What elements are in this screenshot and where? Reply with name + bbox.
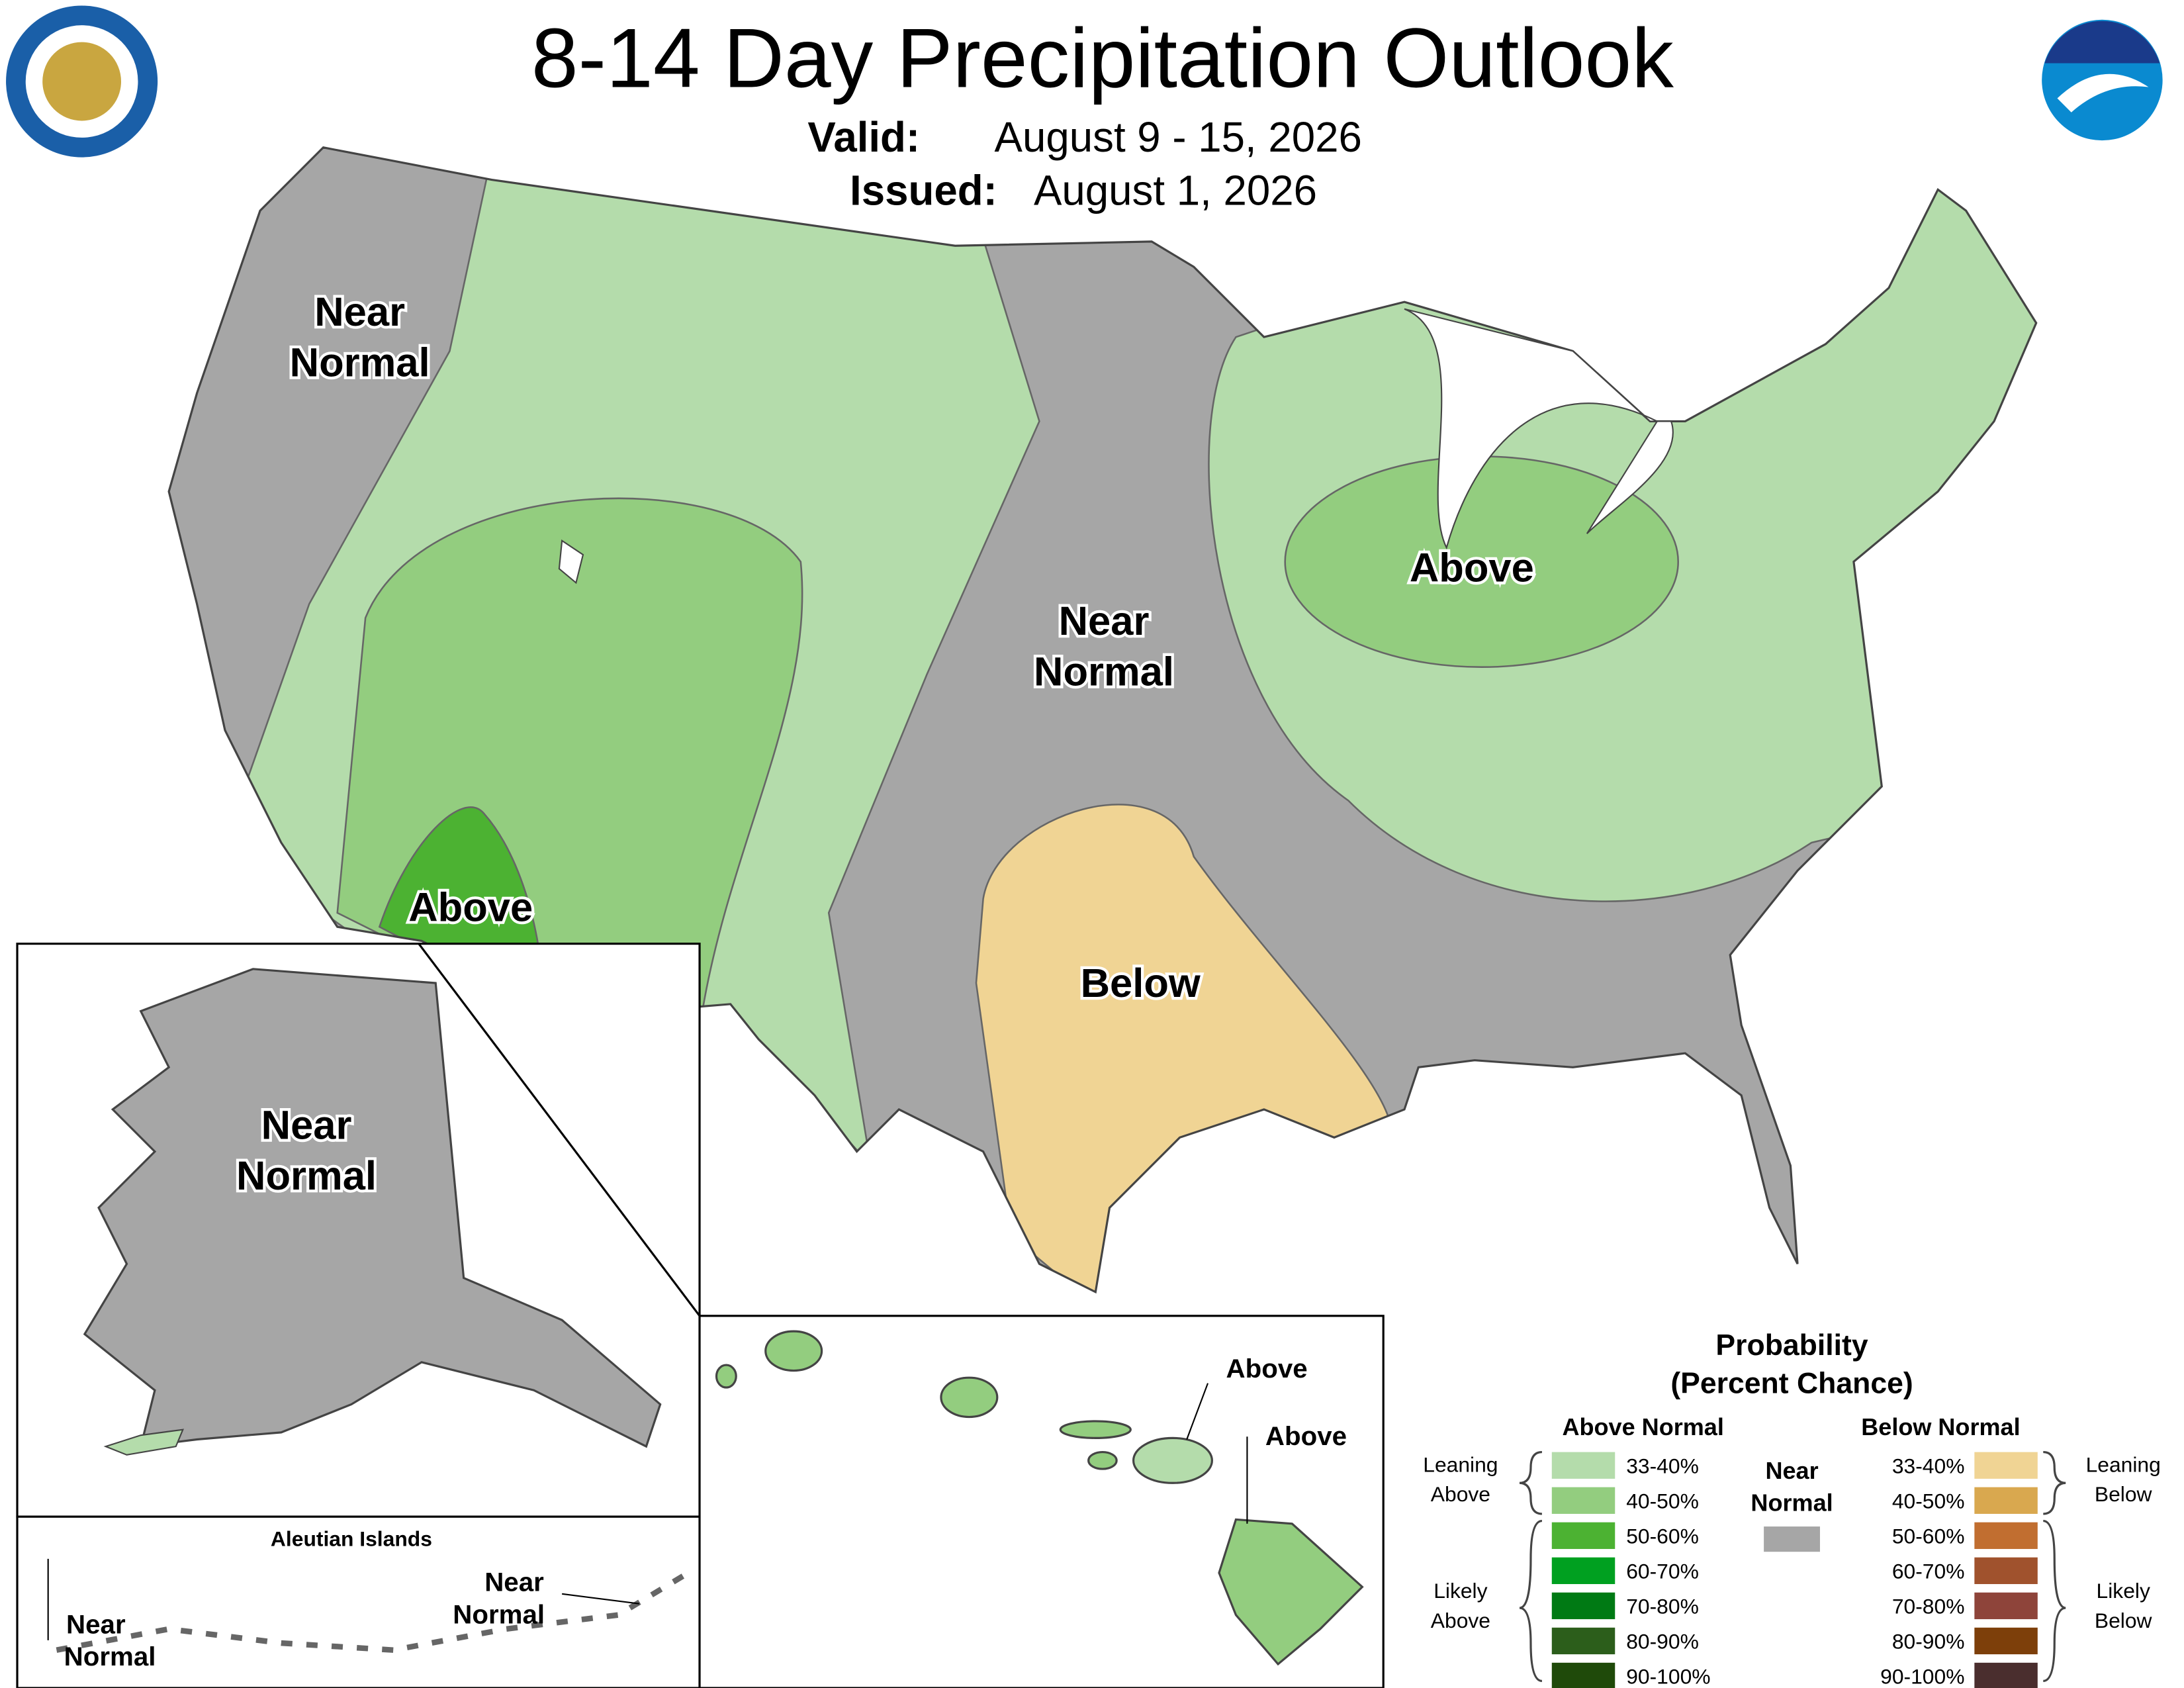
legend-label: 90-100%	[1626, 1665, 1710, 1688]
region-label: Near Normal	[64, 1609, 156, 1671]
legend-label: 80-90%	[1892, 1630, 1965, 1654]
conus-map	[167, 146, 2038, 1293]
legend-swatch	[1974, 1522, 2038, 1549]
alaska-land	[83, 968, 662, 1448]
legend-label: 70-80%	[1892, 1595, 1965, 1618]
legend-swatch	[1551, 1557, 1615, 1585]
legend-label: 33-40%	[1892, 1454, 1965, 1477]
legend-swatch	[1974, 1627, 2038, 1655]
legend-swatch	[1974, 1452, 2038, 1479]
region-label: Above	[1226, 1354, 1308, 1383]
bracket-label: Leaning Above	[1423, 1452, 1498, 1506]
valid-date: August 9 - 15, 2026	[995, 114, 1362, 161]
alaska-above-area	[103, 1429, 185, 1456]
region-label: Above	[1410, 545, 1534, 590]
legend-label: 33-40%	[1626, 1454, 1699, 1477]
legend-label: 60-70%	[1892, 1560, 1965, 1583]
legend-swatch	[1551, 1662, 1615, 1688]
legend-label: 40-50%	[1892, 1489, 1965, 1513]
region-label: Above	[408, 885, 533, 931]
bracket-label: Likely Above	[1431, 1579, 1490, 1632]
hawaii-islands	[715, 1330, 1364, 1666]
bracket-label: Leaning Below	[2086, 1452, 2161, 1506]
legend-swatch	[1974, 1662, 2038, 1688]
legend-swatch	[1974, 1592, 2038, 1620]
legend: Probability (Percent Chance) Above Norma…	[1423, 1329, 2161, 1688]
issued-label: Issued:	[850, 167, 997, 214]
legend-label: 40-50%	[1626, 1489, 1699, 1513]
legend-title: Probability	[1715, 1329, 1868, 1362]
region-label: Near Normal	[290, 289, 430, 385]
region-label: Near Normal	[1034, 598, 1174, 694]
legend-swatch	[1551, 1627, 1615, 1655]
legend-swatch	[1974, 1557, 2038, 1585]
legend-swatch	[1551, 1592, 1615, 1620]
noaa-logo	[2042, 19, 2163, 141]
region-label: Near Normal	[453, 1568, 545, 1630]
legend-swatch	[1551, 1487, 1615, 1514]
aleutian-inset	[16, 1515, 701, 1688]
region-label: Near Normal	[236, 1103, 377, 1199]
commerce-seal	[6, 5, 158, 158]
aleutian-title: Aleutian Islands	[271, 1527, 432, 1551]
legend-swatch	[1974, 1487, 2038, 1514]
bracket-label: Likely Below	[2095, 1579, 2153, 1632]
issued-date: August 1, 2026	[1034, 167, 1317, 214]
region-label: Below	[1081, 961, 1201, 1006]
legend-group-title: Below Normal	[1861, 1413, 2020, 1440]
legend-label: 60-70%	[1626, 1560, 1699, 1583]
valid-label: Valid:	[807, 114, 920, 161]
legend-label: 50-60%	[1626, 1524, 1699, 1548]
legend-group-title: Above Normal	[1562, 1413, 1723, 1440]
title: 8-14 Day Precipitation Outlook	[531, 11, 1674, 105]
legend-label: 90-100%	[1880, 1665, 1964, 1688]
legend-swatch	[1551, 1522, 1615, 1549]
region-label: Above	[1265, 1421, 1347, 1451]
legend-swatch	[1764, 1526, 1820, 1552]
legend-subtitle: (Percent Chance)	[1670, 1367, 1913, 1399]
legend-label: 80-90%	[1626, 1630, 1699, 1654]
legend-near-label: Near Normal	[1751, 1457, 1833, 1517]
legend-swatch	[1551, 1452, 1615, 1479]
legend-label: 50-60%	[1892, 1524, 1965, 1548]
legend-label: 70-80%	[1626, 1595, 1699, 1618]
